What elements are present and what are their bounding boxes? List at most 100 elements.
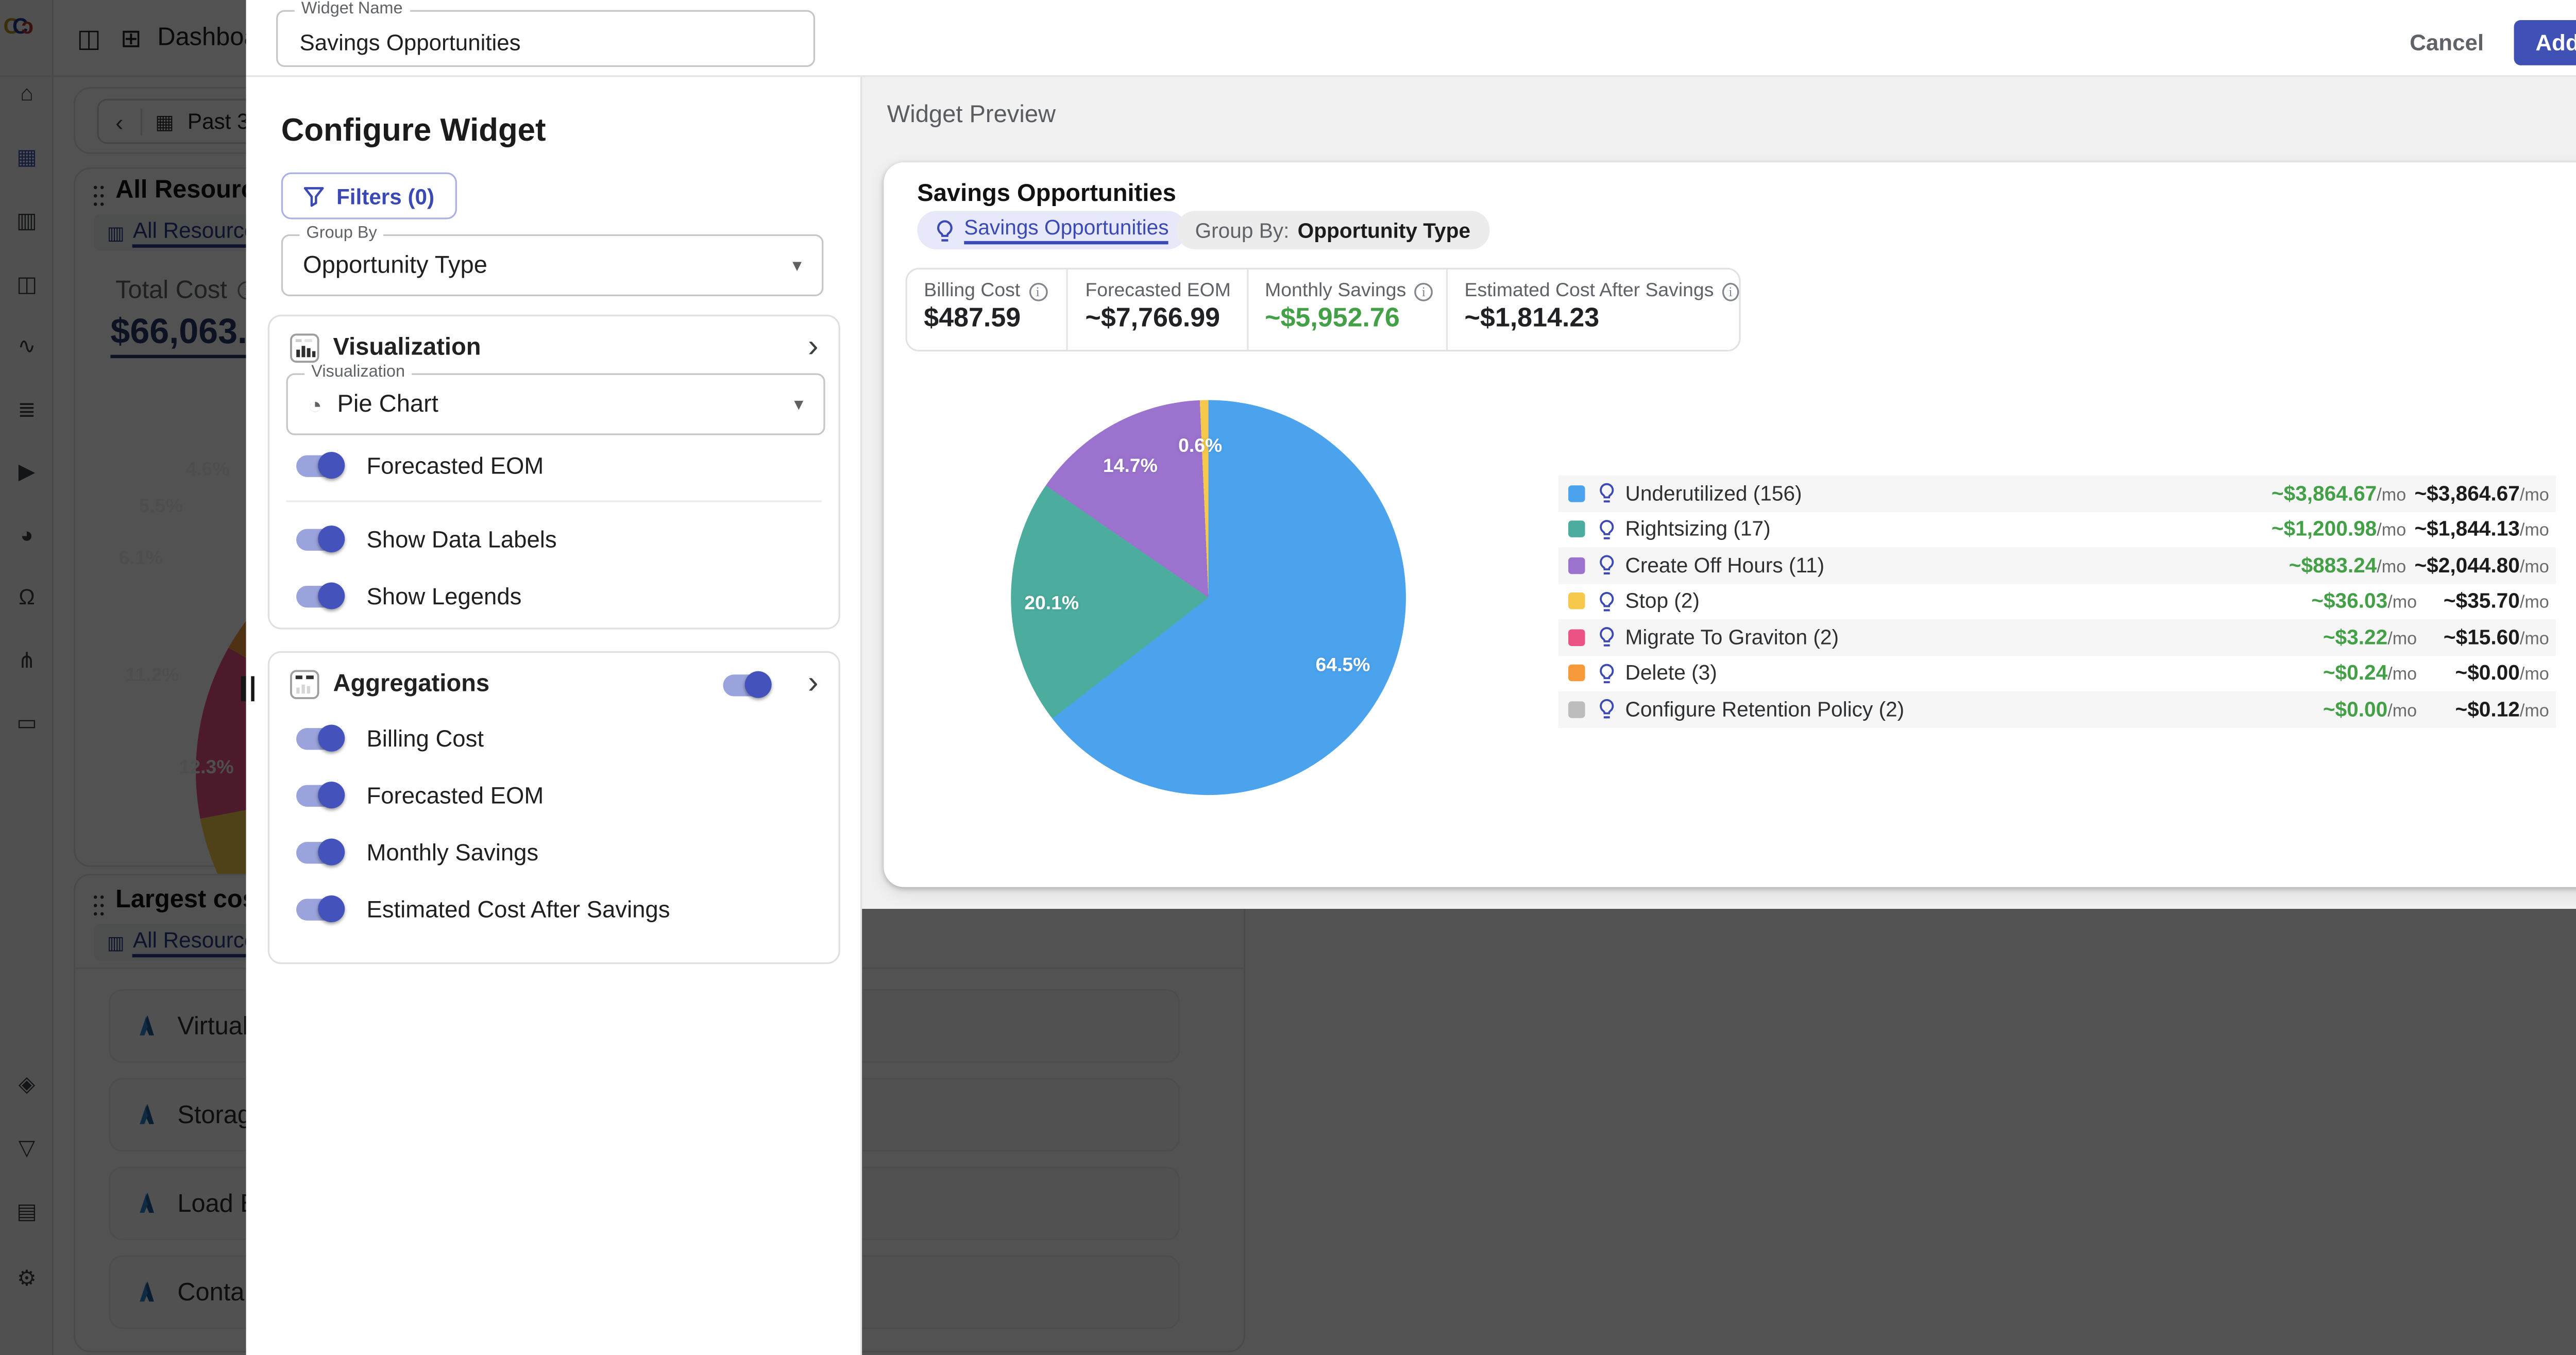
group-by-value: Opportunity Type [303, 251, 487, 279]
lightbulb-icon [1600, 483, 1614, 503]
legend-swatch [1568, 521, 1585, 538]
legend-swatch [1568, 701, 1585, 718]
section-title: Aggregations [333, 671, 490, 698]
stats-bar: Billing Cost $487.59 Forecasted EOM ~$7,… [905, 267, 1741, 352]
preview-heading: Widget Preview [887, 102, 1056, 129]
estimated-cost-toggle[interactable] [296, 894, 345, 922]
lightbulb-icon [1600, 591, 1614, 611]
billing-cost-toggle[interactable] [296, 724, 345, 751]
stat-value: ~$1,814.23 [1464, 304, 1600, 333]
pie-data-label: 0.6% [1178, 436, 1223, 457]
toggle-label: Show Legends [366, 582, 522, 609]
toggle-row-monthly-savings: Monthly Savings [296, 837, 539, 866]
preview-card: Savings Opportunities Savings Opportunit… [884, 162, 2576, 887]
stat-value: ~$5,952.76 [1265, 304, 1400, 333]
legend-monthly-value: ~$883.24/mo [2289, 553, 2406, 577]
chip-label: Savings Opportunities [964, 216, 1169, 245]
drawer-resize-handle[interactable] [241, 676, 258, 703]
toggle-row-billing-cost: Billing Cost [296, 724, 484, 752]
legend-label: Configure Retention Policy (2) [1625, 697, 1905, 721]
stat-forecasted-eom: Forecasted EOM ~$7,766.99 [1066, 269, 1247, 350]
legend-label: Delete (3) [1625, 662, 1717, 685]
modal-topbar: Widget Name Cancel Add [246, 0, 2576, 77]
legend-row[interactable]: Configure Retention Policy (2) ~$0.00/mo… [1558, 691, 2556, 727]
pie-data-label: 64.5% [1315, 656, 1370, 676]
info-icon[interactable] [1414, 282, 1433, 301]
legend-total-value: ~$35.70/mo [2443, 589, 2549, 613]
stat-value: $487.59 [924, 304, 1021, 333]
lightbulb-icon [1600, 555, 1614, 575]
add-button[interactable]: Add [2514, 20, 2576, 65]
widget-name-field[interactable]: Widget Name [276, 0, 816, 67]
aggregations-toggle[interactable] [723, 671, 772, 698]
toggle-label: Show Data Labels [366, 526, 557, 553]
legend-monthly-value: ~$3.22/mo [2323, 625, 2417, 649]
monthly-savings-toggle[interactable] [296, 837, 345, 865]
info-icon[interactable] [1722, 282, 1739, 301]
configure-widget-drawer: Configure Widget Filters (0) Group By Op… [241, 77, 862, 1355]
visualization-section-icon [290, 333, 319, 363]
show-data-labels-toggle[interactable] [296, 524, 345, 552]
legend-label: Stop (2) [1625, 589, 1700, 613]
visualization-type-select[interactable]: Visualization ◔ Pie Chart ▾ [286, 363, 825, 435]
stat-billing-cost: Billing Cost $487.59 [907, 269, 1067, 350]
legend-label: Create Off Hours (11) [1625, 553, 1825, 577]
preview-card-title: Savings Opportunities [917, 180, 1176, 208]
widget-preview-region: Widget Preview Savings Opportunities Sav… [862, 77, 2576, 909]
widget-name-input[interactable] [278, 11, 814, 65]
legend-monthly-value: ~$1,200.98/mo [2271, 517, 2406, 541]
caret-down-icon: ▾ [794, 395, 804, 415]
toggle-row-forecasted-eom: Forecasted EOM [296, 451, 544, 479]
info-icon[interactable] [1028, 282, 1047, 301]
filters-button[interactable]: Filters (0) [281, 172, 456, 219]
legend-row[interactable]: Delete (3) ~$0.24/mo ~$0.00/mo [1558, 655, 2556, 691]
legend-row[interactable]: Stop (2) ~$36.03/mo ~$35.70/mo [1558, 583, 2556, 619]
legend-total-value: ~$0.00/mo [2455, 662, 2549, 685]
forecasted-eom-toggle[interactable] [296, 451, 345, 478]
group-by-select[interactable]: Group By Opportunity Type ▾ [281, 224, 824, 297]
lightbulb-icon [1600, 627, 1614, 647]
pie-chart-icon: ◔ [308, 391, 323, 418]
toggle-row-estimated-cost: Estimated Cost After Savings [296, 894, 670, 922]
forecasted-eom-agg-toggle[interactable] [296, 781, 345, 808]
visualization-select-label: Visualization [304, 363, 412, 382]
group-by-chip: Group By: Opportunity Type [1176, 211, 1489, 250]
legend-total-value: ~$1,844.13/mo [2414, 517, 2549, 541]
legend-total-value: ~$0.12/mo [2455, 697, 2549, 721]
chevron-right-icon[interactable]: › [808, 666, 819, 702]
lightbulb-icon [1600, 663, 1614, 683]
section-title: Visualization [333, 334, 481, 362]
legend-swatch [1568, 557, 1585, 574]
legend-row[interactable]: Underutilized (156) ~$3,864.67/mo ~$3,864… [1558, 475, 2556, 512]
show-legends-toggle[interactable] [296, 581, 345, 608]
cancel-button[interactable]: Cancel [2400, 20, 2494, 63]
savings-opportunities-chip[interactable]: Savings Opportunities [917, 211, 1188, 250]
legend-swatch [1568, 665, 1585, 682]
legend-total-value: ~$15.60/mo [2443, 625, 2549, 649]
legend-swatch [1568, 592, 1585, 610]
group-by-label: Group By [299, 224, 384, 243]
legend-swatch [1568, 485, 1585, 502]
aggregations-section-icon [290, 670, 319, 699]
legend-monthly-value: ~$3,864.67/mo [2271, 481, 2406, 505]
legend-row[interactable]: Create Off Hours (11) ~$883.24/mo ~$2,044… [1558, 547, 2556, 584]
legend-label: Underutilized (156) [1625, 481, 1802, 505]
lightbulb-icon [1600, 699, 1614, 719]
legend-row[interactable]: Rightsizing (17) ~$1,200.98/mo ~$1,844.13… [1558, 511, 2556, 547]
chevron-right-icon[interactable]: › [808, 329, 819, 365]
aggregations-section: Aggregations › Billing Cost Forecasted E… [267, 651, 840, 964]
legend-total-value: ~$2,044.80/mo [2414, 553, 2549, 577]
toggle-label: Forecasted EOM [366, 452, 544, 479]
pie-data-label: 14.7% [1103, 456, 1158, 477]
legend-monthly-value: ~$0.00/mo [2323, 697, 2417, 721]
preview-pie-chart[interactable] [1011, 400, 1406, 795]
legend-row[interactable]: Migrate To Graviton (2) ~$3.22/mo ~$15.60… [1558, 619, 2556, 655]
caret-down-icon: ▾ [792, 256, 802, 277]
stat-monthly-savings: Monthly Savings ~$5,952.76 [1246, 269, 1446, 350]
widget-name-label: Widget Name [294, 0, 410, 19]
stat-estimated-cost: Estimated Cost After Savings ~$1,814.23 [1446, 269, 1739, 350]
toggle-label: Monthly Savings [366, 838, 539, 866]
pie-data-label: 20.1% [1024, 594, 1079, 615]
legend-monthly-value: ~$36.03/mo [2311, 589, 2417, 613]
lightbulb-icon [937, 219, 953, 241]
